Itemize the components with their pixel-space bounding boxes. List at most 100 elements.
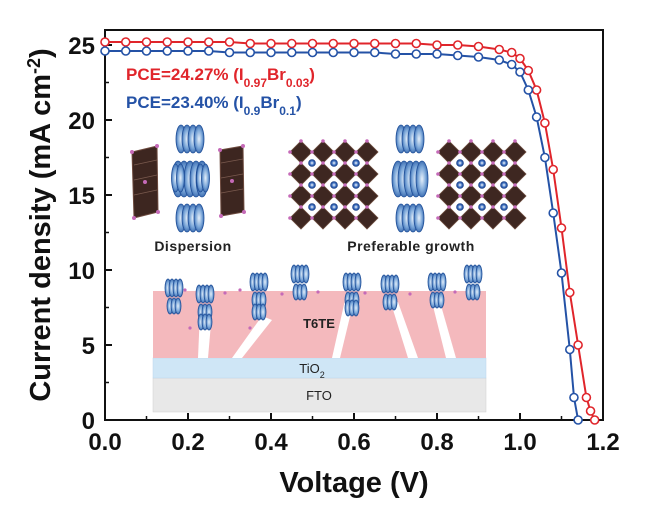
data-point	[162, 37, 173, 47]
data-point	[307, 38, 318, 49]
data-point	[548, 208, 559, 218]
fto-layer	[152, 377, 487, 413]
data-point	[266, 38, 276, 49]
data-point	[411, 38, 422, 49]
data-point	[523, 65, 534, 76]
t6te-stack	[391, 160, 429, 198]
t6te-stacks	[164, 264, 483, 331]
data-point	[369, 47, 380, 58]
data-point	[452, 50, 463, 61]
data-point	[515, 67, 525, 77]
data-point	[203, 37, 214, 47]
x-tick-label: 0.6	[337, 429, 370, 456]
t6te-stack	[429, 291, 445, 309]
x-tick-label: 0.8	[420, 429, 453, 456]
t6te-stack	[166, 297, 182, 315]
y-tick-label: 20	[68, 108, 95, 135]
data-point	[432, 49, 442, 59]
y-tick-label: 15	[68, 183, 95, 210]
y-tick-label: 0	[82, 408, 95, 435]
data-point	[473, 52, 484, 62]
t6te-stack	[342, 272, 362, 292]
t6te-stack	[380, 274, 400, 294]
device-schematic: T6TE TiO2 FTO	[152, 264, 487, 413]
y-axis-title: Current density (mA cm-2)	[24, 48, 57, 401]
data-point	[585, 406, 596, 416]
data-point	[581, 392, 592, 403]
data-point	[523, 85, 534, 95]
data-point	[473, 41, 484, 52]
y-tick-label: 25	[68, 33, 95, 60]
x-axis-title: Voltage (V)	[279, 467, 428, 499]
t6te-stack	[465, 283, 481, 301]
data-point	[540, 152, 550, 163]
data-point	[506, 47, 517, 58]
t6te-stack	[382, 293, 398, 311]
data-point	[286, 47, 297, 58]
t6te-stack	[290, 264, 310, 284]
tio2-label: TiO2	[299, 361, 324, 380]
data-point	[120, 37, 131, 47]
t6te-label: T6TE	[303, 316, 335, 331]
data-point	[564, 287, 575, 298]
data-point	[120, 46, 131, 56]
data-point	[266, 47, 276, 58]
data-point	[100, 46, 110, 56]
data-point	[494, 55, 505, 65]
perovskite-lattice	[288, 139, 379, 230]
data-point	[390, 38, 401, 49]
data-series	[100, 37, 600, 425]
data-point	[286, 38, 297, 49]
x-tick-label: 0.2	[171, 429, 204, 456]
data-point	[328, 47, 339, 58]
x-tick-label: 1.2	[586, 429, 619, 456]
data-point	[556, 268, 567, 278]
dispersion-label: Dispersion	[154, 238, 231, 254]
series-0	[100, 37, 600, 425]
t6te-stack	[395, 124, 425, 154]
data-point	[556, 223, 567, 233]
data-point	[203, 46, 214, 56]
t6te-stack	[197, 313, 213, 331]
data-point	[162, 46, 173, 56]
fto-label: FTO	[306, 388, 332, 403]
data-point	[224, 37, 235, 47]
data-point	[328, 38, 339, 49]
t6te-stack	[195, 284, 215, 304]
t6te-stack	[196, 163, 210, 193]
legend-entry-blue: PCE=23.40% (I0.9Br0.1)	[126, 93, 302, 118]
data-point	[245, 47, 256, 58]
data-point	[548, 164, 559, 175]
growth-illustration	[288, 124, 527, 233]
data-point	[452, 40, 463, 50]
data-point	[390, 49, 401, 59]
data-point	[349, 47, 359, 58]
data-point	[411, 49, 422, 59]
data-point	[141, 46, 152, 56]
t6te-stack	[344, 299, 360, 317]
t6te-stack	[463, 264, 483, 284]
x-axis: 0.0 0.2 0.4 0.6 0.8 1.0 1.2	[88, 413, 620, 456]
growth-label: Preferable growth	[347, 238, 475, 254]
data-point	[573, 340, 583, 350]
series-1	[100, 46, 583, 425]
data-point	[307, 47, 318, 58]
perovskite-lattice	[436, 139, 527, 230]
data-point	[531, 85, 542, 95]
data-point	[100, 37, 110, 47]
data-point	[349, 38, 359, 49]
t6te-stack	[164, 278, 184, 298]
data-point	[569, 392, 579, 403]
data-point	[183, 37, 193, 47]
data-point	[540, 118, 550, 128]
t6te-stack	[171, 163, 185, 193]
legend-entry-red: PCE=24.27% (I0.97Br0.03)	[126, 65, 315, 90]
t6te-stack	[175, 124, 205, 154]
legend: PCE=24.27% (I0.97Br0.03) PCE=23.40% (I0.…	[126, 65, 315, 118]
y-axis: 0 5 10 15 20 25	[68, 33, 112, 435]
data-point	[432, 40, 442, 50]
data-point	[506, 59, 517, 70]
data-point	[589, 415, 600, 425]
data-point	[531, 112, 542, 122]
